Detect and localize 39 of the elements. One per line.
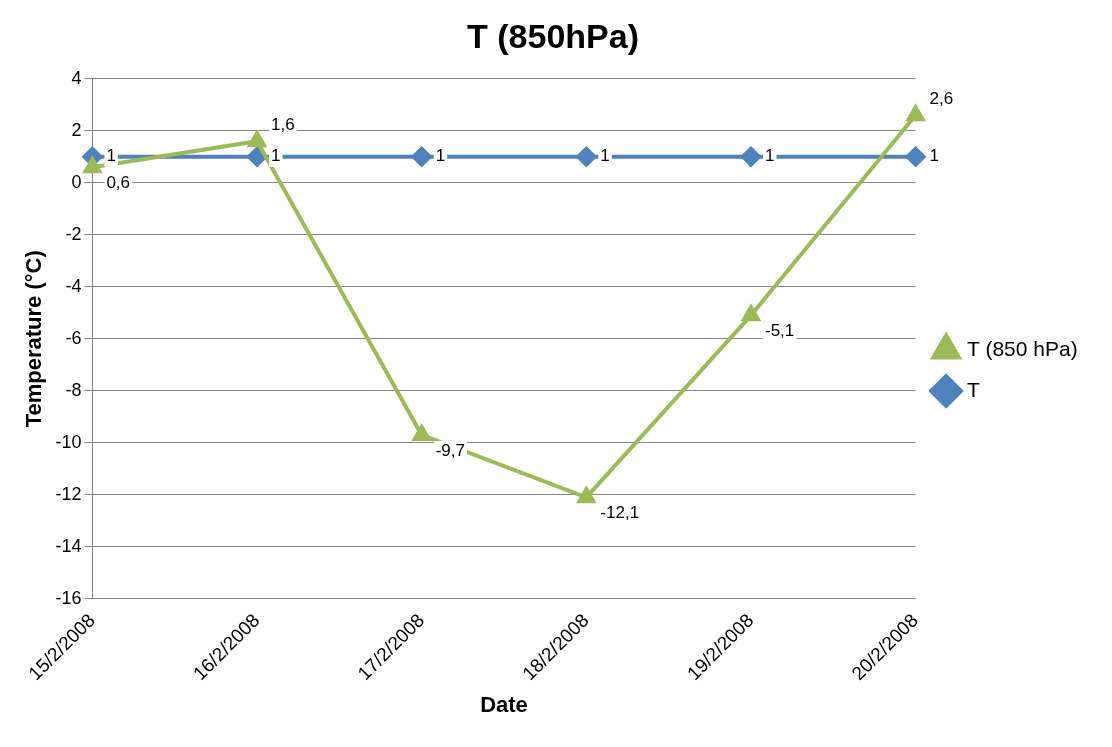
point — [83, 157, 102, 174]
x-axis-title: Date — [480, 691, 528, 717]
data-label: 1 — [435, 146, 446, 166]
data-label: 1 — [271, 146, 281, 166]
data-label: 1 — [600, 146, 610, 166]
chart-title: T (850hPa) — [467, 16, 639, 55]
point — [411, 146, 432, 167]
data-label: 1,6 — [271, 114, 295, 134]
data-label: -5,1 — [764, 321, 795, 341]
data-label: 1 — [929, 146, 940, 166]
data-label: -12,1 — [600, 503, 640, 523]
y-tick-label: 0 — [71, 171, 82, 192]
data-label: 0,6 — [106, 172, 131, 192]
point — [412, 424, 431, 441]
y-tick-label: -14 — [55, 535, 82, 556]
point — [905, 146, 926, 167]
data-label: -9,7 — [435, 440, 465, 460]
y-tick-label: -6 — [65, 327, 82, 348]
legend-label: T — [967, 377, 981, 401]
data-label: 1 — [764, 146, 775, 166]
y-tick-label: -8 — [65, 379, 82, 400]
legend-label: T (850 hPa) — [967, 336, 1078, 360]
y-tick-label: 2 — [71, 119, 82, 140]
point — [740, 146, 761, 167]
y-tick-label: -10 — [55, 431, 82, 452]
point — [576, 146, 597, 167]
data-label: 2,6 — [929, 88, 954, 108]
y-tick-label: -2 — [65, 223, 82, 244]
data-label: 1 — [106, 146, 116, 166]
y-tick-label: -12 — [55, 483, 82, 504]
point — [906, 105, 925, 122]
y-tick-label: -16 — [55, 587, 82, 608]
point — [577, 487, 596, 504]
y-axis-title: Temperature (°C) — [21, 250, 47, 428]
y-tick-label: 4 — [71, 67, 82, 88]
point — [248, 131, 266, 148]
point — [742, 305, 760, 322]
point — [247, 146, 268, 167]
y-tick-label: -4 — [65, 275, 82, 296]
